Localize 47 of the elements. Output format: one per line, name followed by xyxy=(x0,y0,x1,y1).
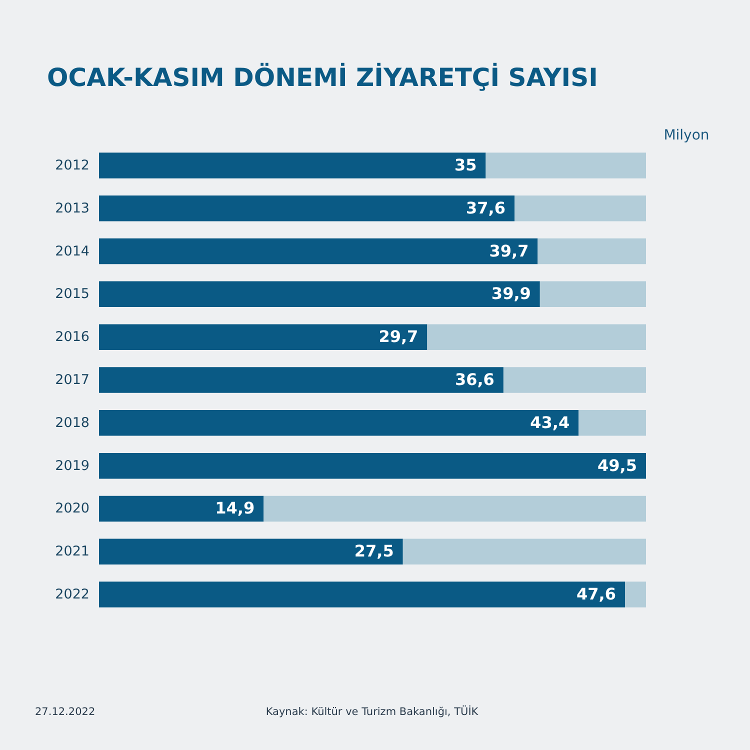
bar xyxy=(99,582,626,608)
data-label: 43,4 xyxy=(530,412,570,432)
bar xyxy=(99,538,403,565)
bar xyxy=(99,367,504,393)
bar xyxy=(427,324,646,350)
bar xyxy=(538,238,646,264)
bar xyxy=(99,496,264,522)
bar xyxy=(99,324,428,350)
data-label: 14,9 xyxy=(215,498,255,518)
bar xyxy=(99,195,514,222)
bar xyxy=(99,410,579,436)
y-tick-label: 2013 xyxy=(55,200,90,216)
data-label: 29,7 xyxy=(378,327,418,346)
data-label: 39,9 xyxy=(491,284,531,304)
bar xyxy=(99,238,538,264)
bar xyxy=(503,367,646,393)
bar xyxy=(402,538,646,565)
data-label: 27,5 xyxy=(354,542,394,561)
bar xyxy=(99,281,540,308)
y-tick-label: 2012 xyxy=(55,157,90,174)
y-tick-label: 2015 xyxy=(55,286,90,302)
data-label: 35 xyxy=(454,155,477,174)
y-tick-label: 2014 xyxy=(55,243,90,260)
bar xyxy=(514,195,646,222)
bar xyxy=(578,410,646,436)
data-label: 36,6 xyxy=(454,370,494,389)
bar xyxy=(540,281,646,308)
bar xyxy=(99,152,486,178)
y-tick-label: 2017 xyxy=(55,372,90,388)
data-label: 47,6 xyxy=(576,584,616,604)
y-tick-label: 2021 xyxy=(55,544,90,560)
y-tick-label: 2019 xyxy=(55,458,90,474)
chart-title: OCAK-KASIM DÖNEMİ ZİYARETÇİ SAYISI xyxy=(47,62,598,92)
data-label: 49,5 xyxy=(598,456,637,475)
bar xyxy=(486,152,646,178)
text: Kaynak: Kültür ve Turizm Bakanlığı, TÜİK xyxy=(266,705,480,718)
bar xyxy=(625,582,646,608)
y-tick-label: 2022 xyxy=(55,586,90,603)
bar xyxy=(99,452,646,479)
data-label: 37,6 xyxy=(466,198,506,218)
text: 27.12.2022 xyxy=(35,706,96,718)
y-tick-label: 2020 xyxy=(55,500,90,517)
y-tick-label: 2018 xyxy=(55,414,90,431)
x-axis-title: Milyon xyxy=(664,128,710,144)
y-tick-label: 2016 xyxy=(55,329,90,346)
bar xyxy=(264,496,646,522)
data-label: 39,7 xyxy=(489,241,529,260)
